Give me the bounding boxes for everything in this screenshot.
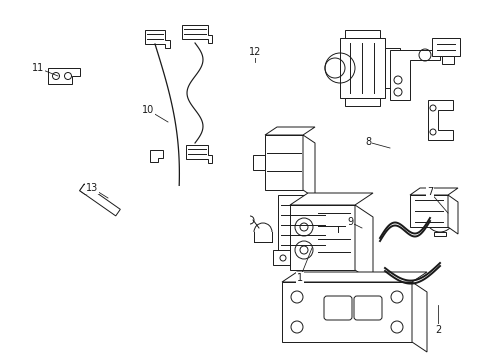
Polygon shape xyxy=(427,100,452,140)
Polygon shape xyxy=(252,155,264,170)
Polygon shape xyxy=(150,150,163,162)
Text: 8: 8 xyxy=(364,137,370,147)
Polygon shape xyxy=(282,282,411,342)
Polygon shape xyxy=(185,145,212,163)
Polygon shape xyxy=(264,127,314,135)
Polygon shape xyxy=(389,50,439,100)
Polygon shape xyxy=(289,193,372,205)
Text: 11: 11 xyxy=(32,63,44,73)
Polygon shape xyxy=(339,38,384,98)
Polygon shape xyxy=(431,38,459,56)
Polygon shape xyxy=(447,195,457,234)
Polygon shape xyxy=(289,205,354,270)
Polygon shape xyxy=(384,48,399,88)
Polygon shape xyxy=(345,98,379,106)
Polygon shape xyxy=(278,195,327,255)
Polygon shape xyxy=(80,184,90,194)
Polygon shape xyxy=(433,200,445,204)
Text: 6: 6 xyxy=(486,180,488,190)
Polygon shape xyxy=(145,30,170,48)
Text: 7: 7 xyxy=(426,187,432,197)
Text: 9: 9 xyxy=(346,217,352,227)
Polygon shape xyxy=(329,200,346,216)
Text: 13: 13 xyxy=(86,183,98,193)
Text: 1: 1 xyxy=(296,273,303,283)
Polygon shape xyxy=(48,68,80,84)
Polygon shape xyxy=(272,250,289,265)
Polygon shape xyxy=(303,135,314,198)
Polygon shape xyxy=(329,216,346,226)
Polygon shape xyxy=(441,56,453,64)
Polygon shape xyxy=(282,272,426,282)
Text: 12: 12 xyxy=(248,47,261,57)
Polygon shape xyxy=(411,282,426,352)
Polygon shape xyxy=(433,232,445,236)
Text: 2: 2 xyxy=(434,325,440,335)
Polygon shape xyxy=(182,25,212,43)
Text: 10: 10 xyxy=(142,105,154,115)
Polygon shape xyxy=(409,195,447,227)
Polygon shape xyxy=(264,135,303,190)
Polygon shape xyxy=(409,188,457,195)
Polygon shape xyxy=(345,30,379,38)
Polygon shape xyxy=(354,205,372,282)
Polygon shape xyxy=(80,184,120,216)
